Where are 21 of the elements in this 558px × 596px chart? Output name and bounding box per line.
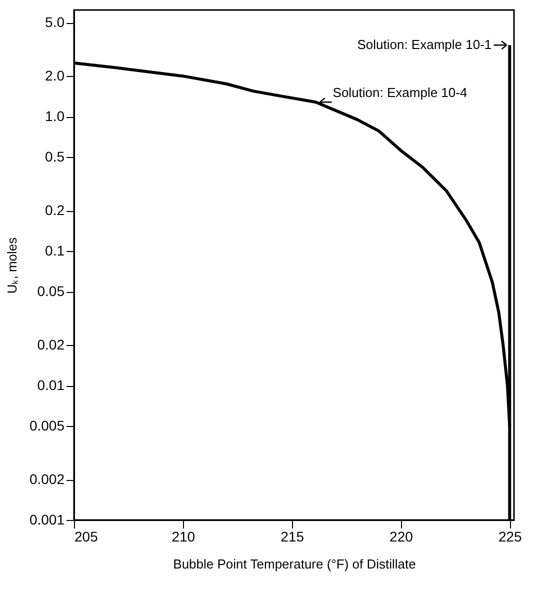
y-tick-label: 0.001 (29, 512, 65, 528)
x-tick-label: 225 (498, 528, 522, 544)
y-tick-label: 0.01 (37, 377, 65, 394)
annotation: Solution: Example 10-4 (332, 85, 468, 100)
x-tick-label: 220 (390, 528, 414, 544)
x-axis-title: Bubble Point Temperature (°F) of Distillate (173, 556, 416, 572)
y-tick-label: 0.002 (29, 471, 65, 488)
y-tick-label: 0.5 (45, 148, 65, 165)
y-tick-label: 0.05 (37, 283, 65, 300)
x-tick-label: 205 (74, 528, 98, 544)
y-tick-label: 0.02 (37, 336, 65, 353)
y-axis-title: Uₖ, moles (4, 236, 20, 294)
x-tick-label: 215 (280, 528, 304, 544)
y-tick-label: 0.1 (45, 242, 65, 259)
y-tick-label: 1.0 (45, 108, 65, 124)
y-tick-label: 0.005 (29, 418, 65, 434)
annotation: Solution: Example 10-1 (357, 37, 492, 52)
y-tick-label: 5.0 (45, 14, 65, 30)
y-tick-label: 0.2 (45, 202, 65, 218)
x-tick-label: 210 (172, 528, 196, 544)
y-tick-label: 2.0 (45, 68, 65, 84)
